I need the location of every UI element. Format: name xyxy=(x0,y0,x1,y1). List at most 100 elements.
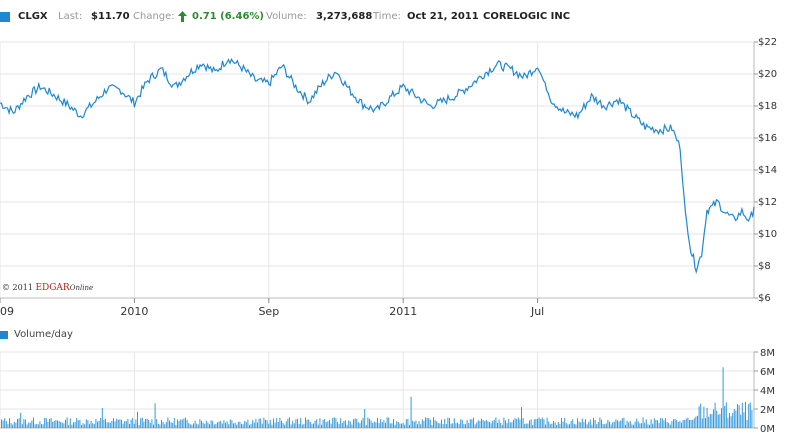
volume-bar xyxy=(717,414,719,428)
volume-bar xyxy=(316,419,318,428)
volume-bar xyxy=(215,423,217,428)
volume-bar xyxy=(689,420,690,428)
volume-bar xyxy=(665,418,666,428)
volume-bar xyxy=(133,423,135,428)
volume-bar xyxy=(359,423,361,428)
volume-bar xyxy=(205,420,207,428)
volume-bar xyxy=(564,418,566,428)
volume-bar xyxy=(719,414,721,428)
volume-bar xyxy=(353,419,354,428)
price-ytick-label: $8 xyxy=(758,261,771,272)
volume-bar xyxy=(708,416,710,428)
volume-bar xyxy=(330,423,332,428)
volume-bar xyxy=(685,418,687,428)
volume-bar xyxy=(673,419,674,428)
volume-bar xyxy=(234,422,236,428)
volume-bar xyxy=(265,419,266,428)
volume-bar xyxy=(77,420,79,428)
volume-bar xyxy=(241,423,242,428)
volume-bar xyxy=(191,424,193,428)
volume-bar xyxy=(730,416,732,428)
volume-bar xyxy=(29,422,31,428)
volume-bar xyxy=(65,419,66,428)
volume-bar xyxy=(513,419,514,428)
volume-bar xyxy=(677,422,679,428)
volume-bar xyxy=(434,420,436,428)
volume-bar xyxy=(705,418,706,428)
volume-bar xyxy=(692,419,694,428)
volume-bar xyxy=(589,419,591,428)
volume-bar xyxy=(602,423,604,428)
volume-bar xyxy=(541,417,543,428)
volume-bar xyxy=(476,422,478,428)
volume-bar xyxy=(487,421,489,428)
volume-bar xyxy=(386,417,388,428)
volume-bar xyxy=(71,424,73,428)
volume-bar xyxy=(137,411,138,428)
volume-bar xyxy=(492,420,494,428)
volume-bar xyxy=(746,420,748,428)
volume-bar xyxy=(599,417,601,428)
quote-header: CLGX Last: $11.70 Change: 0.71 (6.46%) V… xyxy=(0,0,788,34)
volume-bar xyxy=(450,423,452,428)
volume-bar xyxy=(145,419,146,428)
price-xtick-label: Jul xyxy=(530,305,544,318)
volume-bar xyxy=(524,423,526,428)
volume-bar xyxy=(269,419,271,428)
volume-bar xyxy=(233,423,234,428)
volume-bar xyxy=(716,410,718,428)
volume-bar xyxy=(204,423,206,428)
volume-bar xyxy=(639,423,641,428)
volume-bar xyxy=(468,422,470,428)
change-value: 0.71 (6.46%) xyxy=(192,11,264,22)
volume-bar xyxy=(380,419,382,428)
volume-bar xyxy=(650,419,652,428)
volume-bar xyxy=(13,421,15,428)
volume-bar xyxy=(378,423,380,428)
volume-bar xyxy=(439,423,441,428)
volume-bar xyxy=(141,417,143,428)
volume-bar xyxy=(2,420,4,428)
volume-bar xyxy=(9,418,10,428)
volume-bar xyxy=(565,423,567,428)
volume-bar xyxy=(697,415,698,428)
volume-bar xyxy=(172,422,174,428)
volume-bar xyxy=(506,423,508,428)
volume-bar xyxy=(508,418,510,428)
volume-bar xyxy=(372,422,374,428)
volume-bar xyxy=(693,418,695,428)
volume-bar xyxy=(428,418,430,428)
volume-bar xyxy=(540,419,542,428)
volume-bar xyxy=(394,424,396,428)
volume-bar xyxy=(351,424,353,428)
volume-bar xyxy=(418,421,420,428)
volume-bar xyxy=(228,424,230,428)
volume-bar xyxy=(385,423,386,428)
volume-bar xyxy=(287,418,289,428)
volume-bar xyxy=(733,409,735,428)
volume-bar xyxy=(92,423,94,428)
price-ytick-label: $22 xyxy=(758,37,777,48)
volume-bar xyxy=(53,421,55,428)
volume-bar xyxy=(666,422,668,428)
price-xtick-label: Sep xyxy=(258,305,279,318)
volume-bar xyxy=(738,405,740,428)
volume-bar xyxy=(297,418,298,428)
volume-bar xyxy=(164,424,166,428)
volume-bar xyxy=(117,419,119,428)
volume-bar xyxy=(633,424,634,428)
volume-bar xyxy=(559,424,561,428)
volume-bar xyxy=(365,425,367,428)
volume-bar xyxy=(55,420,57,428)
volume-bar xyxy=(114,421,116,428)
volume-bar xyxy=(108,422,110,428)
volume-bar xyxy=(615,419,617,428)
volume-bar xyxy=(324,419,326,428)
volume-bar xyxy=(732,412,734,428)
volume-bar xyxy=(148,420,150,428)
company-name: CORELOGIC INC xyxy=(483,11,571,22)
volume-bar xyxy=(100,418,102,428)
volume-bar xyxy=(482,420,484,428)
volume-ytick-label: 6M xyxy=(760,367,775,378)
volume-bar xyxy=(223,420,225,428)
